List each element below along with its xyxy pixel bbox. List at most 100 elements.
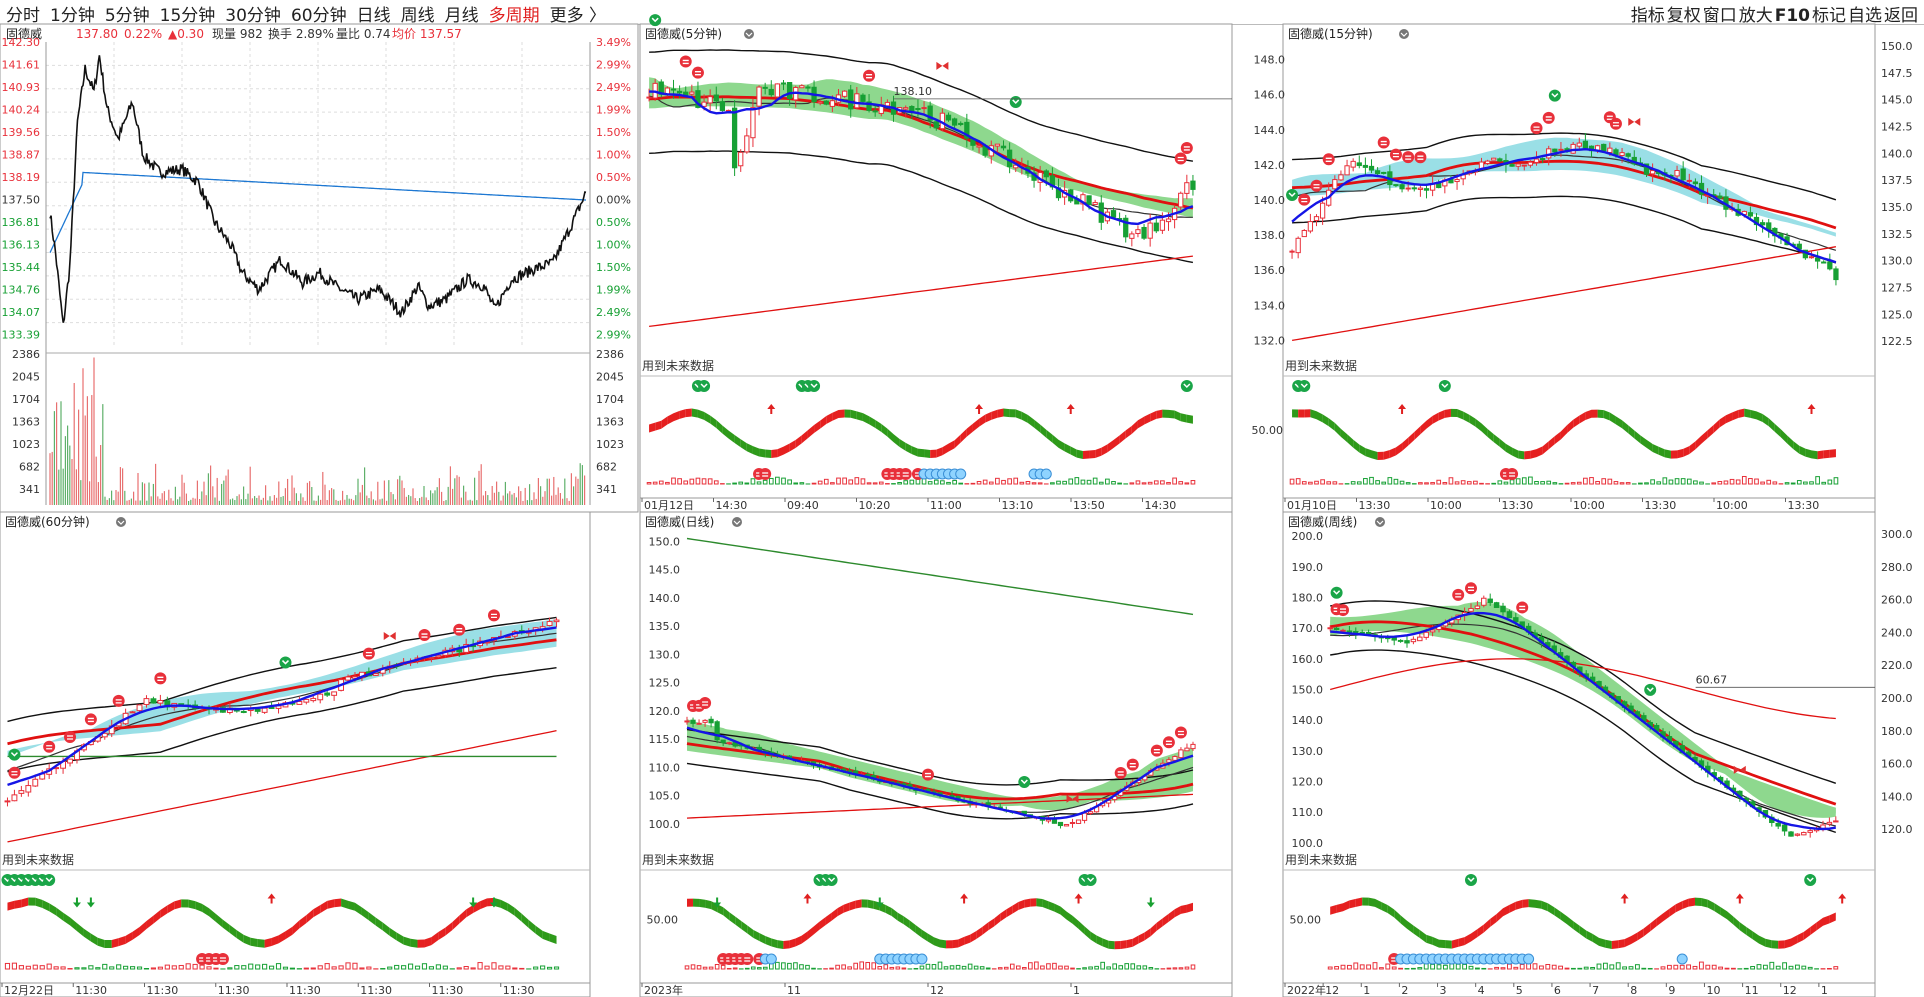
macd-ribbon [1713,419,1720,433]
macd-ribbon [1816,917,1823,931]
volume-bar [1454,481,1460,485]
tab-more[interactable]: 更多 〉 [549,6,606,26]
down-arrow-icon [469,897,478,908]
volume-bar [1308,481,1313,485]
volume-bar [157,966,163,970]
watchlist-button[interactable]: 自选 [1848,6,1882,26]
volume-bar [756,481,762,485]
volume-bar [925,963,931,970]
tab-1min[interactable]: 1分钟 [50,6,95,26]
macd-ribbon [915,925,922,938]
macd-ribbon [1125,425,1132,439]
volume-bar [708,966,714,970]
date-label: 2023年 [644,983,683,997]
macd-ribbon [994,913,1001,927]
dropdown-icon[interactable] [1399,29,1409,39]
macd-ribbon [90,933,98,946]
volume-bar [1052,962,1057,970]
volume-bar [877,966,883,970]
macd-ribbon [1168,409,1175,419]
tab-5min[interactable]: 5分钟 [104,6,150,26]
mark-button[interactable]: 标记 [1812,6,1846,26]
macd-ribbon [741,921,748,934]
volume-bar [1106,966,1111,970]
macd-ribbon [1107,439,1114,453]
tab-monthly[interactable]: 月线 [444,6,479,26]
back-button[interactable]: 返回 [1884,6,1918,26]
macd-ribbon [1656,913,1663,927]
volume-bar [1634,964,1640,970]
dropdown-icon[interactable] [732,517,742,527]
tab-multi-period[interactable]: 多周期 [488,6,540,26]
dropdown-icon[interactable] [744,29,754,39]
macd-ribbon [691,408,698,418]
candle-body [1807,830,1813,833]
buy-signal-mark [1301,197,1308,203]
price-tick: 148.0 [1254,54,1286,67]
candle-body [11,794,18,802]
candle-body [707,96,713,104]
macd-ribbon [1487,429,1494,443]
candle-body [1500,605,1506,613]
macd-ribbon [21,897,29,908]
volume-bar [811,482,817,485]
tab-weekly[interactable]: 周线 [400,6,435,26]
buy-signal-mark [1313,184,1320,189]
volume-bar [1595,480,1600,485]
macd-ribbon [1503,904,1510,917]
window-button[interactable]: 窗口 [1702,6,1737,26]
macd-ribbon [1810,922,1817,936]
macd-ribbon [1457,409,1464,420]
adjust-button[interactable]: 复权 [1666,6,1701,26]
volume-bar [1070,967,1075,970]
candle-body [714,721,720,741]
volume-bar [1711,964,1717,970]
volume-bar [1418,482,1423,485]
candle-body [1582,140,1589,149]
tab-30min[interactable]: 30分钟 [225,6,281,26]
f10-button[interactable]: F10 [1774,6,1810,26]
tab-daily[interactable]: 日线 [356,6,391,26]
volume-bar [714,963,720,970]
tab-60min[interactable]: 60分钟 [290,6,347,26]
macd-ribbon [271,935,279,946]
macd-ribbon [985,411,992,423]
volume-bar [1494,966,1500,970]
macd-ribbon [885,905,892,917]
macd-ribbon [819,917,826,930]
macd-ribbon [313,905,321,918]
volume-bar [435,964,441,970]
dropdown-icon[interactable] [116,517,126,527]
volume-bar [136,966,143,970]
volume-bar [1442,964,1448,970]
macd-ribbon [1310,409,1317,420]
tab-timeshare[interactable]: 分时 [6,6,40,26]
indicator-button[interactable]: 指标 [1630,6,1665,26]
price-tick: 133.39 [2,329,41,342]
candle-body [1513,617,1519,623]
volume-bar [1711,482,1717,485]
volume-bar [303,967,309,970]
candle-body [1827,261,1833,270]
candle-body [1533,158,1540,163]
candle-body [254,708,261,712]
macd-ribbon [132,926,140,940]
candle-body [1092,202,1098,206]
right-price-tick: 147.5 [1881,67,1913,80]
volume-bar [1650,479,1655,485]
candle-body [1129,233,1135,239]
dropdown-icon[interactable] [1375,517,1385,527]
volume-bar [88,965,94,970]
volume-bar [11,962,18,970]
macd-ribbon [649,422,656,433]
cloud-band [1330,605,1836,814]
macd-ribbon [771,449,778,459]
candle-body [1759,222,1766,226]
zoom-button[interactable]: 放大 [1738,6,1773,26]
buy-signal-mark [1545,116,1552,121]
tab-15min[interactable]: 15分钟 [159,6,216,26]
candle-body [1069,822,1076,825]
macd-ribbon [1530,449,1537,459]
volume-bar [1417,967,1423,970]
